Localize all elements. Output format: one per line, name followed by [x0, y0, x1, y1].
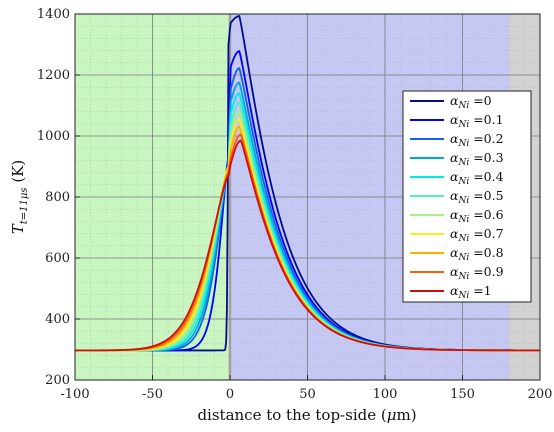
y-axis-label: Tt=11μs (K) — [9, 160, 30, 234]
axis-ticks: -100 -50 0 50 100 150 200 200 400 600 800 1000 1200 1… — [37, 7, 553, 402]
x-axis-label: distance to the top-side (μm) — [197, 406, 416, 424]
y-tick-label: 1200 — [37, 68, 70, 83]
legend-entry: αNi =0.6 — [450, 207, 504, 225]
x-tick-label: -50 — [142, 387, 163, 402]
y-tick-label: 1000 — [37, 129, 70, 144]
legend-entry: αNi =0.2 — [450, 131, 504, 149]
series-line-alpha-1 — [75, 139, 540, 352]
legend-entry: αNi =0.7 — [450, 226, 504, 244]
series-lines — [75, 15, 540, 352]
x-tick-label: 50 — [299, 387, 316, 402]
x-tick-label: -100 — [60, 387, 89, 402]
legend-entry: αNi =0.5 — [450, 188, 504, 206]
y-tick-label: 800 — [45, 190, 70, 205]
x-tick-label: 200 — [528, 387, 553, 402]
x-tick-label: 0 — [226, 387, 234, 402]
legend-entry: αNi =0.9 — [450, 264, 504, 282]
y-tick-label: 200 — [45, 373, 70, 388]
x-tick-label: 100 — [373, 387, 398, 402]
legend-entry: αNi =0 — [450, 93, 492, 111]
x-tick-label: 150 — [450, 387, 475, 402]
legend-entry: αNi =0.1 — [450, 112, 504, 130]
legend-entry: αNi =0.3 — [450, 150, 504, 168]
y-tick-label: 400 — [45, 312, 70, 327]
y-tick-label: 1400 — [37, 7, 70, 22]
legend-entry: αNi =1 — [450, 283, 492, 301]
legend-entry: αNi =0.8 — [450, 245, 504, 263]
legend-entry: αNi =0.4 — [450, 169, 504, 187]
y-tick-label: 600 — [45, 251, 70, 266]
